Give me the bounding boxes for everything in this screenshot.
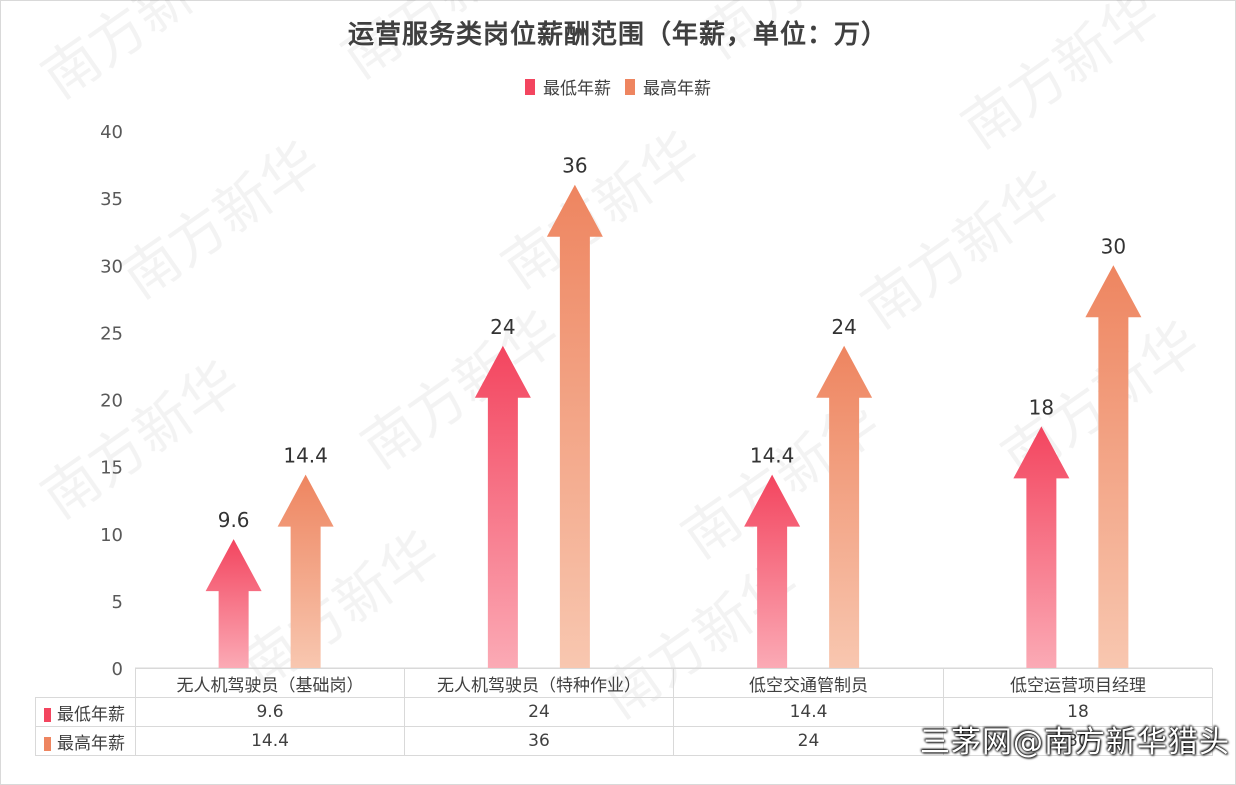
table-row-min-label: 最低年薪 (57, 704, 125, 725)
row-key-min (44, 707, 51, 722)
table-category-1: 无人机驾驶员（特种作业） (404, 668, 674, 698)
arrow-bar-max (277, 474, 334, 668)
y-tick-label: 20 (100, 391, 123, 412)
legend: 最低年薪 最高年薪 (0, 74, 1236, 99)
background-watermark-text: 南方新华 (491, 120, 712, 302)
table-category-0: 无人机驾驶员（基础岗） (135, 668, 405, 698)
arrow-bar-min (1013, 426, 1070, 668)
y-tick-label: 40 (100, 122, 123, 143)
table-row-min-header: 最低年薪 (35, 697, 136, 727)
table-cell-max-1: 36 (404, 726, 674, 756)
background-watermark-text: 南方新华 (951, 0, 1172, 161)
y-tick-label: 25 (100, 323, 123, 344)
legend-item-max: 最高年薪 (625, 74, 711, 99)
data-label-min: 14.4 (750, 444, 795, 468)
data-label-max: 14.4 (283, 444, 328, 468)
background-watermark-text: 南方新华 (351, 300, 572, 482)
background-watermark-text: 南方新华 (331, 0, 552, 91)
y-tick-label: 10 (100, 525, 123, 546)
chart-title: 运营服务类岗位薪酬范围（年薪，单位：万） (347, 20, 888, 50)
background-watermark-text: 南方新华 (111, 130, 332, 312)
table-cell-max-3: 30 (943, 726, 1213, 756)
arrow-bar-max (816, 345, 873, 668)
table-cell-min-2: 14.4 (673, 697, 944, 727)
table-cell-max-0: 14.4 (135, 726, 405, 756)
arrow-bar-max (1085, 265, 1142, 668)
table-row-max-header: 最高年薪 (35, 726, 136, 756)
data-label-min: 18 (1029, 395, 1054, 419)
data-label-min: 24 (490, 315, 515, 339)
row-key-max (44, 736, 51, 751)
legend-label-min: 最低年薪 (543, 79, 611, 99)
table-row-max-label: 最高年薪 (57, 733, 125, 754)
table-cell-min-1: 24 (404, 697, 674, 727)
table-cell-min-0: 9.6 (135, 697, 405, 727)
data-table: 无人机驾驶员（基础岗） 无人机驾驶员（特种作业） 低空交通管制员 低空运营项目经… (35, 668, 1213, 756)
legend-item-min: 最低年薪 (525, 74, 611, 99)
arrow-bar-min (205, 539, 262, 668)
legend-label-max: 最高年薪 (643, 79, 711, 99)
y-tick-label: 30 (100, 256, 123, 277)
arrow-bar-min (744, 474, 801, 668)
arrow-bar-max (546, 184, 603, 668)
arrow-bar-min (474, 345, 531, 668)
data-label-max: 24 (831, 315, 856, 339)
background-watermark-text: 南方新华 (851, 160, 1072, 342)
background-watermark-text: 南方新华 (691, 0, 912, 71)
data-label-max: 30 (1101, 234, 1126, 258)
legend-swatch-min (525, 78, 535, 95)
table-category-3: 低空运营项目经理 (943, 668, 1213, 698)
source-watermark: 三茅网@南方新华猎头 (920, 725, 1230, 760)
legend-swatch-max (625, 78, 635, 95)
data-label-min: 9.6 (218, 508, 250, 532)
table-cell-max-2: 24 (673, 726, 944, 756)
data-label-max: 36 (562, 154, 587, 178)
table-header-row: 无人机驾驶员（基础岗） 无人机驾驶员（特种作业） 低空交通管制员 低空运营项目经… (35, 668, 1213, 698)
background-watermark-text: 南方新华 (31, 0, 252, 111)
table-corner-cell (35, 668, 136, 698)
table-row-max: 最高年薪 14.4 36 24 30 (35, 726, 1213, 756)
table-category-2: 低空交通管制员 (673, 668, 944, 698)
background-watermark-text: 南方新华 (31, 350, 252, 532)
y-tick-label: 35 (100, 189, 123, 210)
y-tick-label: 15 (100, 458, 123, 479)
y-tick-label: 5 (112, 592, 123, 613)
